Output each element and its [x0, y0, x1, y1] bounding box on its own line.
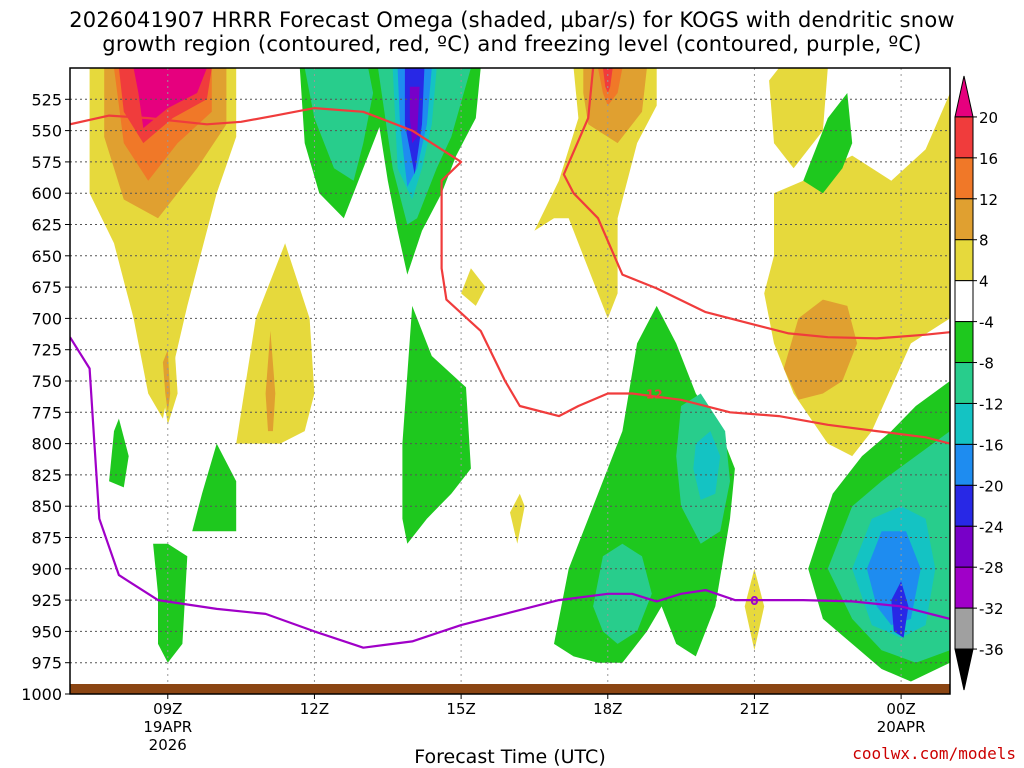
chart-title-line1: 2026041907 HRRR Forecast Omega (shaded, … — [69, 8, 955, 32]
colorbar-label: 12 — [979, 191, 998, 209]
omega-region-green-14z-lower — [402, 305, 471, 544]
colorbar-swatch — [954, 321, 974, 364]
omega-region-seagreen-11z — [304, 68, 378, 181]
omega-region-green-22z-blob — [803, 93, 853, 194]
y-tick-label: 900 — [31, 560, 62, 579]
colorbar-label: -28 — [979, 559, 1004, 577]
y-tick-label: 550 — [31, 122, 62, 141]
colorbar-label: 16 — [979, 150, 998, 168]
omega-region-violet-14z — [409, 86, 420, 144]
omega-region-yellow-16z-small — [510, 493, 525, 544]
omega-region-yellow-15z-small — [461, 268, 486, 306]
y-tick-label: 950 — [31, 622, 62, 641]
colorbar-swatch — [954, 525, 974, 568]
y-tick-label: 700 — [31, 309, 62, 328]
colorbar-swatch — [954, 484, 974, 527]
colorbar-swatch — [954, 566, 974, 609]
x-axis-label: Forecast Time (UTC) — [414, 746, 605, 768]
colorbar-swatch — [954, 239, 974, 282]
contour-dendritic-growth-upper — [70, 106, 950, 445]
colorbar-label: -16 — [979, 436, 1004, 454]
colorbar-label: -8 — [979, 355, 994, 373]
x-tick-year: 2026 — [149, 736, 187, 754]
x-tick-label: 12Z — [300, 700, 329, 718]
x-tick-label: 09Z — [153, 700, 182, 718]
credit-label: coolwx.com/models — [852, 744, 1016, 763]
omega-region-green-19z-low — [554, 305, 735, 663]
y-tick-label: 750 — [31, 372, 62, 391]
ground-strip — [70, 684, 950, 694]
contour-freezing-level — [70, 336, 950, 649]
x-tick-label: 15Z — [446, 700, 475, 718]
colorbar-label: 20 — [979, 109, 998, 127]
y-tick-label: 1000 — [21, 685, 62, 704]
colorbar-cap-bottom — [954, 648, 974, 691]
omega-region-tan-17z-top — [583, 68, 647, 144]
colorbar-swatch — [954, 402, 974, 445]
omega-region-green-10z-lower — [192, 443, 237, 532]
omega-region-cyan-19z-mid — [693, 431, 721, 500]
colorbar-swatch — [954, 116, 974, 159]
x-tick-label: 00Z — [886, 700, 915, 718]
x-tick-label: 21Z — [740, 700, 769, 718]
omega-region-yellow-10z-dome — [236, 243, 315, 444]
y-tick-label: 625 — [31, 216, 62, 235]
x-tick-date: 19APR — [143, 718, 192, 736]
contour-dendritic-growth-lower — [562, 68, 950, 340]
y-tick-label: 825 — [31, 466, 62, 485]
x-tick-date: 20APR — [877, 718, 926, 736]
colorbar-swatch — [954, 607, 974, 650]
colorbar-label: -4 — [979, 314, 994, 332]
contour-label-zero: 0 — [750, 594, 758, 608]
y-tick-label: 675 — [31, 278, 62, 297]
y-tick-label: 925 — [31, 591, 62, 610]
y-tick-label: 850 — [31, 497, 62, 516]
colorbar-label: -20 — [979, 477, 1004, 495]
x-tick-label: 18Z — [593, 700, 622, 718]
y-tick-label: 875 — [31, 529, 62, 548]
colorbar-swatch — [954, 280, 974, 323]
chart-title-line2: growth region (contoured, red, ºC) and f… — [102, 32, 922, 56]
colorbar-swatch — [954, 198, 974, 241]
colorbar-swatch — [954, 157, 974, 200]
colorbar-cap-top — [954, 75, 974, 118]
contour-label-minus12: -12 — [641, 388, 663, 402]
y-tick-label: 575 — [31, 153, 62, 172]
y-tick-label: 650 — [31, 247, 62, 266]
colorbar-label: -24 — [979, 518, 1004, 536]
y-tick-label: 600 — [31, 184, 62, 203]
y-tick-label: 775 — [31, 403, 62, 422]
omega-region-green-8z-lower — [109, 418, 129, 488]
omega-region-darkblue-24z-low — [891, 581, 909, 638]
colorbar-label: -36 — [979, 641, 1004, 659]
y-tick-label: 975 — [31, 654, 62, 673]
colorbar-label: -12 — [979, 395, 1004, 413]
omega-region-blue-24z-low — [866, 531, 921, 626]
omega-region-green-9z-low — [153, 543, 188, 663]
y-tick-label: 800 — [31, 435, 62, 454]
colorbar-swatch — [954, 362, 974, 404]
colorbar-label: -32 — [979, 600, 1004, 618]
colorbar-label: 8 — [979, 232, 989, 250]
y-tick-label: 725 — [31, 341, 62, 360]
colorbar-label: 4 — [979, 273, 989, 291]
colorbar-swatch — [954, 443, 974, 486]
omega-region-yellow-22z-top — [769, 68, 828, 169]
y-tick-label: 525 — [31, 90, 62, 109]
omega-region-early-ascent-magenta — [133, 68, 207, 129]
